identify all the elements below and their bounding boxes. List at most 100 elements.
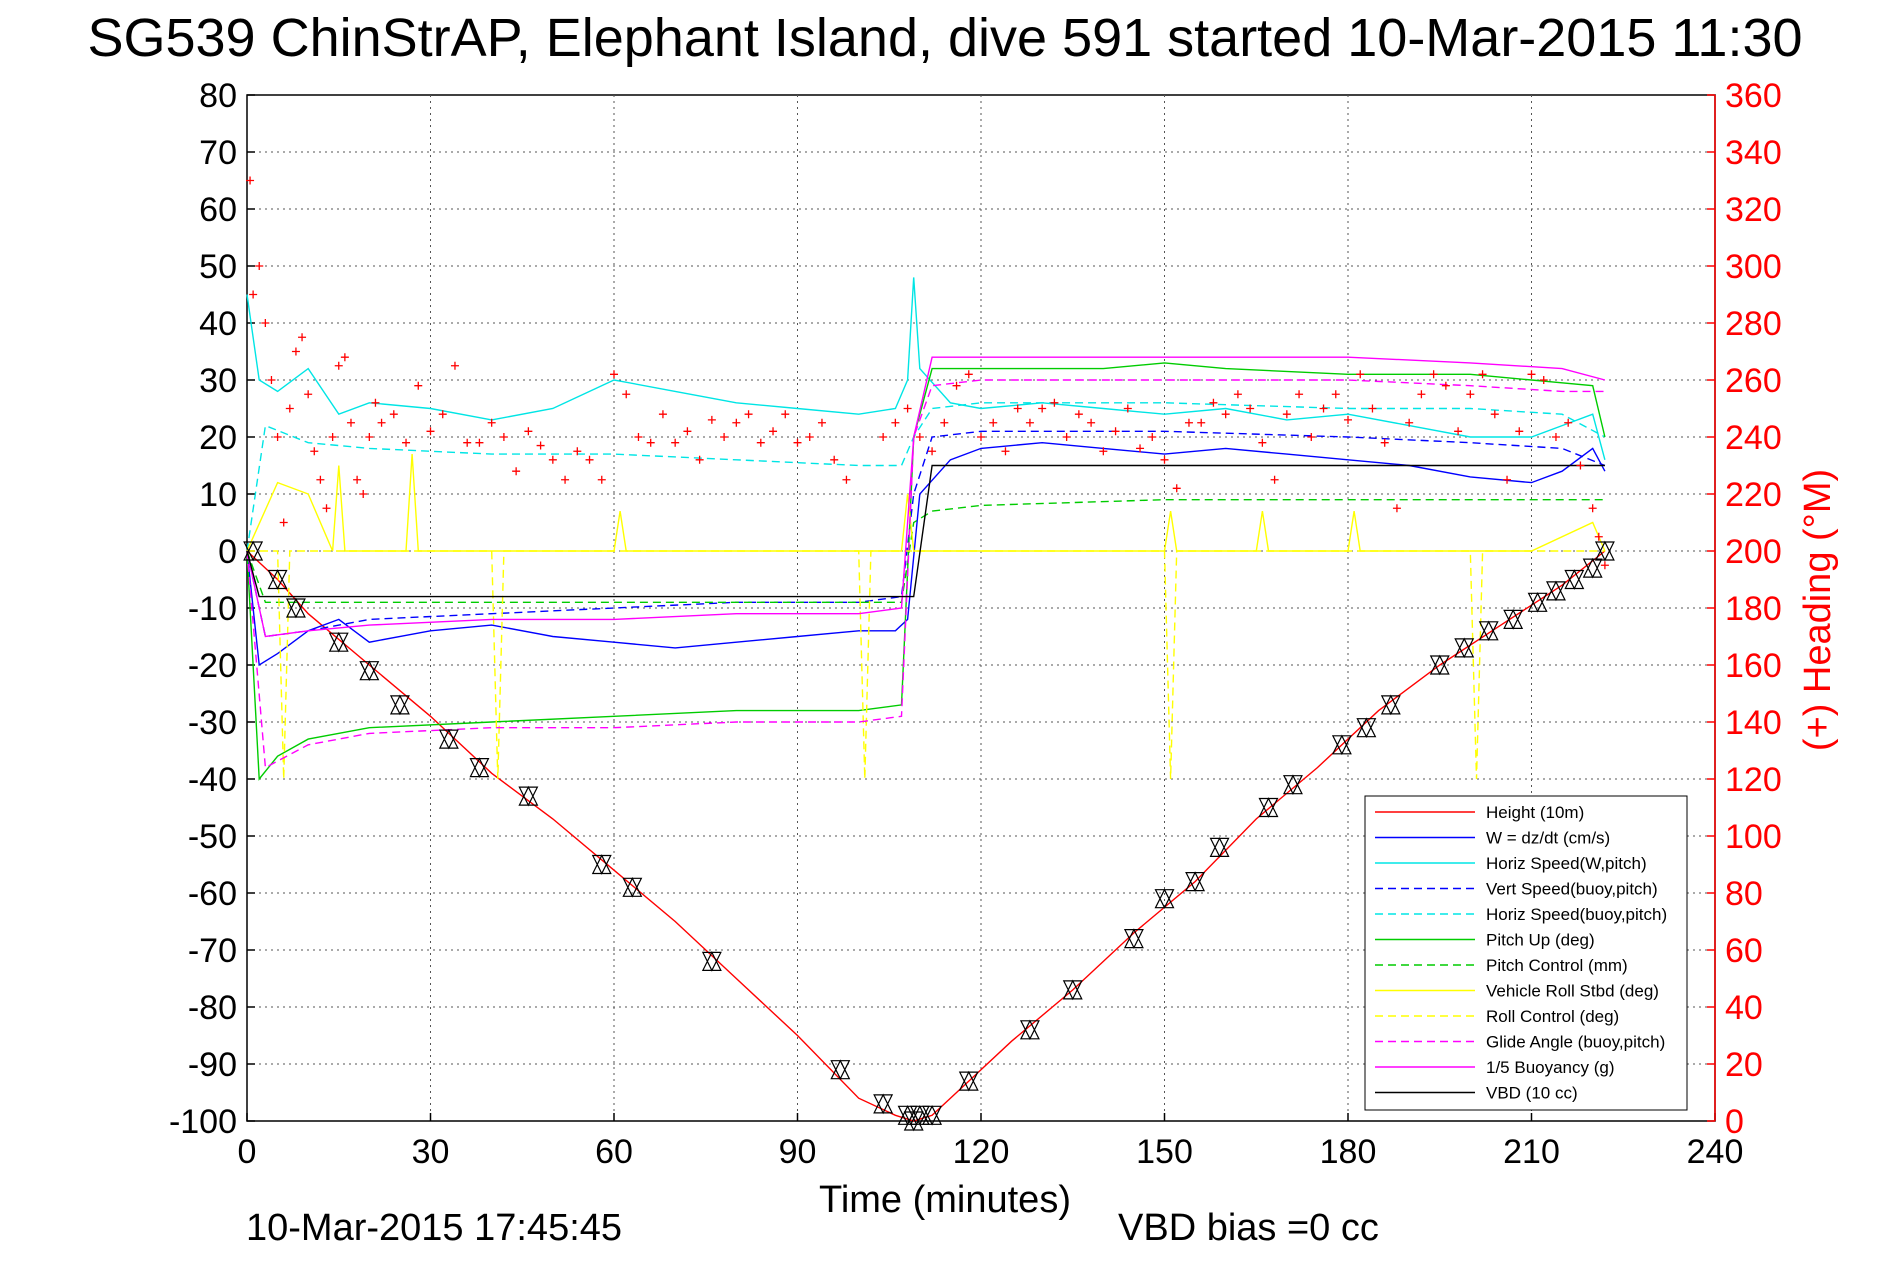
heading-point [536,441,545,450]
heading-point [915,433,924,441]
heading-point [1576,461,1585,470]
right-tick-label: 240 [1725,419,1782,457]
heading-point [842,475,851,484]
heading-point [634,433,643,441]
sample-marker [1429,654,1450,676]
heading-point [561,475,570,484]
heading-point [1356,370,1365,379]
right-tick-label: 340 [1725,134,1782,172]
sample-marker [1545,580,1566,602]
heading-point [463,438,472,447]
heading-point [695,455,704,464]
heading-point [1515,427,1524,436]
heading-point [1123,404,1132,413]
legend-label: Vert Speed(buoy,pitch) [1486,880,1658,899]
heading-point [414,381,423,390]
heading-point [756,438,765,447]
sample-marker [1503,609,1524,630]
heading-point [1454,427,1463,436]
heading-point [952,381,961,390]
sample-marker [1331,734,1352,756]
heading-point [1319,404,1328,413]
heading-point [964,370,973,379]
sample-marker [389,694,410,716]
heading-point [1025,418,1034,427]
heading-point [310,447,319,456]
series-line-11 [246,356,1606,638]
right-tick-label: 20 [1725,1046,1763,1084]
heading-point [1221,410,1230,419]
heading-point [744,410,753,419]
series-line-5 [246,402,1606,552]
heading-point [499,433,508,441]
sample-marker [518,785,539,807]
heading-point [1233,390,1242,399]
heading-point [903,404,912,413]
heading-point [389,410,398,419]
sample-marker [1527,591,1548,613]
heading-point [1001,447,1010,456]
sample-marker [909,1104,930,1126]
heading-point [658,410,667,419]
y-tick-label: -70 [188,932,237,970]
right-tick-label: 140 [1725,704,1782,742]
x-tick-label: 60 [595,1133,633,1171]
heading-point [1441,381,1450,390]
heading-point [512,467,521,476]
heading-point [1368,404,1377,413]
heading-point [1160,455,1169,464]
heading-point [1405,418,1414,427]
heading-point [353,475,362,484]
heading-point [1295,390,1304,399]
x-tick-label: 120 [953,1133,1010,1171]
heading-point [1417,390,1426,399]
right-tick-label: 100 [1725,818,1782,856]
sample-marker [1154,888,1175,910]
heading-point [298,333,307,342]
legend-label: W = dz/dt (cm/s) [1486,829,1610,848]
heading-point [646,438,655,447]
sample-marker [1282,774,1303,796]
heading-point [371,398,380,407]
right-tick-label: 40 [1725,989,1763,1027]
heading-point [334,361,343,370]
y-tick-label: -20 [188,647,237,685]
sample-marker [359,660,380,682]
heading-point [928,447,937,456]
x-tick-label: 180 [1320,1133,1377,1171]
y-tick-label: -60 [188,875,237,913]
x-axis-label: Time (minutes) [819,1179,1071,1221]
heading-point [622,390,631,399]
right-tick-label: 220 [1725,476,1782,514]
y-tick-label: 60 [199,191,237,229]
heading-point [1184,418,1193,427]
heading-markers [246,176,1609,570]
heading-point [487,418,496,427]
heading-point [879,433,888,441]
heading-point [450,361,459,370]
right-tick-label: 80 [1725,875,1763,913]
heading-point [340,353,349,362]
sample-markers [243,540,1615,1132]
heading-point [255,262,264,270]
x-tick-label: 90 [779,1133,817,1171]
y-axis-ticks: 80 70 60 50 40 30 20 10 0 -10 -20 -30 -40 -50 -60 -70 -8… [169,77,255,1141]
series-line-12 [246,464,1605,598]
heading-point [1074,410,1083,419]
legend-label: Horiz Speed(W,pitch) [1486,854,1647,873]
sample-marker [1185,871,1206,892]
x-tick-label: 30 [412,1133,450,1171]
right-tick-label: 320 [1725,191,1782,229]
heading-point [273,433,282,441]
heading-point [1429,370,1438,379]
sample-marker [1209,837,1230,858]
heading-point [1466,390,1475,399]
heading-point [1209,398,1218,407]
heading-point [940,418,949,427]
heading-point [1588,504,1597,513]
heading-point [267,376,276,384]
y-tick-label: 50 [199,248,237,286]
heading-point [291,347,300,356]
sample-marker [469,757,490,778]
right-tick-label: 300 [1725,248,1782,286]
